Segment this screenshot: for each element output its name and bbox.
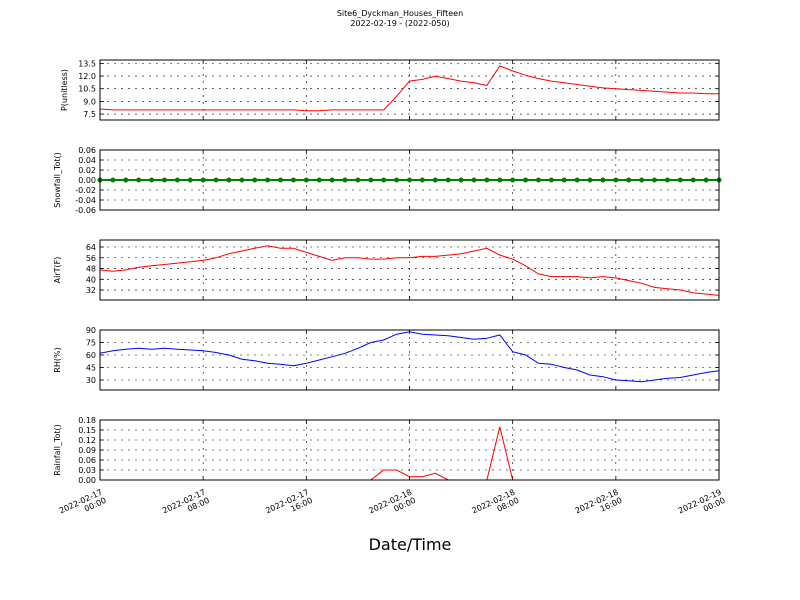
- y-tick-label: 48: [86, 265, 96, 274]
- y-tick-label: -0.02: [75, 186, 96, 195]
- y-tick-label: 10.5: [78, 85, 96, 94]
- data-point: [110, 177, 116, 183]
- data-point: [548, 177, 554, 183]
- y-tick-label: 60: [86, 351, 96, 360]
- data-point: [703, 177, 709, 183]
- y-axis-label: RH(%): [53, 347, 62, 372]
- data-point: [290, 177, 296, 183]
- data-point: [149, 177, 155, 183]
- data-point: [329, 177, 335, 183]
- data-point: [161, 177, 167, 183]
- x-axis-label: Date/Time: [369, 535, 452, 554]
- y-tick-label: 7.5: [83, 110, 96, 119]
- data-point: [652, 177, 658, 183]
- y-axis-label: AirT(F): [53, 257, 62, 284]
- y-tick-label: 0.12: [78, 436, 96, 445]
- y-tick-label: 0.03: [78, 466, 96, 475]
- data-point: [471, 177, 477, 183]
- data-point: [445, 177, 451, 183]
- y-tick-label: 12.0: [78, 72, 96, 81]
- y-tick-label: -0.04: [75, 196, 96, 205]
- y-tick-label: 13.5: [78, 59, 96, 68]
- data-point: [368, 177, 374, 183]
- data-point: [587, 177, 593, 183]
- data-point: [484, 177, 490, 183]
- data-point: [407, 177, 412, 183]
- y-tick-label: 0.00: [78, 176, 96, 185]
- data-point: [626, 177, 632, 183]
- y-tick-label: 0.06: [78, 146, 96, 155]
- data-point: [252, 177, 258, 183]
- data-point: [265, 177, 271, 183]
- data-point: [342, 177, 348, 183]
- data-point: [458, 177, 464, 183]
- y-tick-label: 40: [86, 275, 96, 284]
- data-point: [535, 177, 541, 183]
- plot-frame: [99, 239, 720, 301]
- data-point: [213, 177, 219, 183]
- chart-subtitle: 2022-02-19 - (2022-050): [350, 19, 449, 28]
- data-point: [174, 177, 180, 183]
- data-point: [394, 177, 400, 183]
- data-point: [123, 177, 129, 183]
- data-point: [187, 177, 193, 183]
- data-point: [510, 177, 516, 183]
- data-point: [497, 177, 503, 183]
- y-tick-label: 30: [86, 376, 96, 385]
- data-point: [690, 177, 696, 183]
- data-point: [136, 177, 142, 183]
- data-point: [432, 177, 438, 183]
- plot-frame: [99, 329, 720, 391]
- y-tick-label: 32: [86, 286, 96, 295]
- plot-frame: [99, 59, 720, 121]
- data-point: [613, 177, 619, 183]
- plot-frame: [99, 149, 720, 211]
- data-point: [639, 177, 645, 183]
- y-tick-label: 9.0: [83, 97, 96, 106]
- y-axis-label: P(unitless): [60, 69, 69, 111]
- y-tick-label: 0.06: [78, 456, 96, 465]
- plot-frame: [99, 419, 720, 481]
- y-tick-label: 0.15: [78, 426, 96, 435]
- y-tick-label: 0.18: [78, 416, 96, 425]
- data-point: [600, 177, 606, 183]
- data-point: [561, 177, 567, 183]
- data-point: [239, 177, 245, 183]
- y-tick-label: 75: [86, 339, 96, 348]
- chart-title: Site6_Dyckman_Houses_Fifteen: [337, 9, 463, 18]
- data-line: [99, 65, 719, 112]
- data-point: [664, 177, 670, 183]
- y-tick-label: 64: [86, 243, 96, 252]
- data-point: [200, 177, 206, 183]
- y-tick-label: 0.02: [78, 166, 96, 175]
- y-tick-label: 0.00: [78, 476, 96, 485]
- y-tick-label: -0.06: [75, 206, 96, 215]
- data-point: [278, 177, 284, 183]
- data-point: [381, 177, 387, 183]
- data-point: [355, 177, 361, 183]
- data-line: [99, 331, 720, 383]
- y-tick-label: 0.09: [78, 446, 96, 455]
- data-point: [316, 177, 322, 183]
- data-point: [677, 177, 683, 183]
- data-line: [99, 245, 720, 296]
- data-point: [523, 177, 529, 183]
- y-axis-label: Snowfall_Tot(): [53, 152, 62, 208]
- y-tick-label: 45: [86, 364, 96, 373]
- y-tick-label: 0.04: [78, 156, 96, 165]
- data-point: [303, 177, 309, 183]
- data-point: [574, 177, 580, 183]
- y-tick-label: 90: [86, 326, 96, 335]
- data-point: [226, 177, 232, 183]
- y-tick-label: 56: [86, 254, 96, 263]
- data-point: [419, 177, 425, 183]
- y-axis-label: Rainfall_Tot(): [53, 424, 62, 476]
